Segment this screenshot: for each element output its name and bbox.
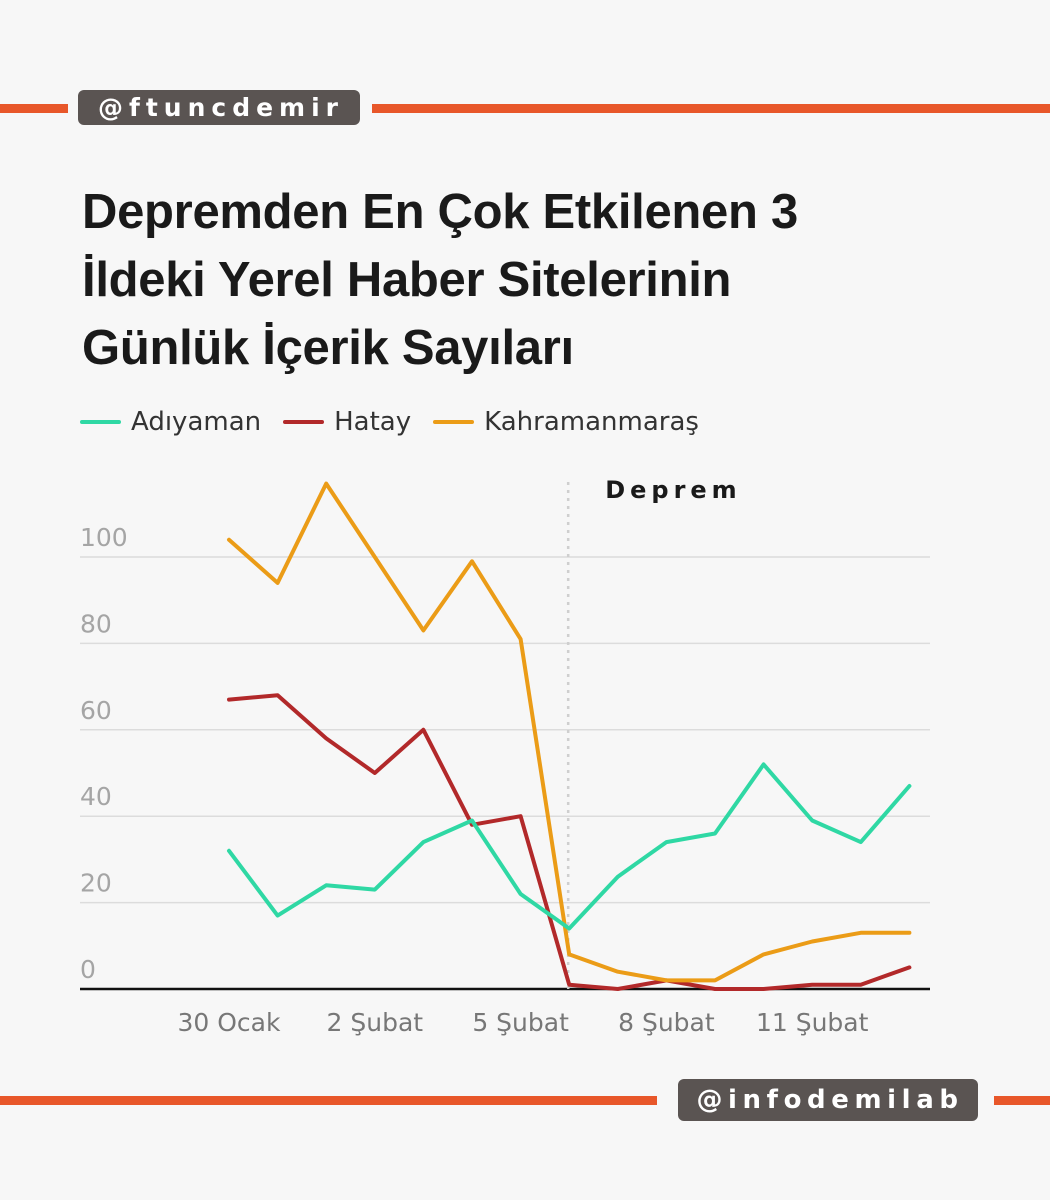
series-line-adiyaman <box>227 762 912 931</box>
legend-label-adiyaman: Adıyaman <box>131 407 262 437</box>
legend-item-hatay: Hatay <box>283 407 411 437</box>
x-tick-label-0: 30 Ocak <box>178 1008 282 1037</box>
deprem-annotation-label: Deprem <box>605 476 742 504</box>
chart-legend: Adıyaman Hatay Kahramanmaraş <box>80 407 721 437</box>
x-tick-label-1: 2 Şubat <box>327 1008 424 1037</box>
y-tick-label-20: 20 <box>80 869 112 898</box>
y-tick-label-40: 40 <box>80 782 112 811</box>
legend-swatch-hatay <box>283 420 325 424</box>
legend-item-adiyaman: Adıyaman <box>80 407 261 437</box>
series-line-kahramanmaras <box>227 481 912 983</box>
author-handle-badge: @ftuncdemir <box>78 90 360 125</box>
legend-label-kahramanmaras: Kahramanmaraş <box>484 407 699 437</box>
legend-item-kahramanmaras: Kahramanmaraş <box>433 407 699 437</box>
lab-handle-badge: @infodemilab <box>678 1079 978 1121</box>
top-accent-line-right <box>372 104 1050 113</box>
page-title: Depremden En Çok Etkilenen 3 İldeki Yere… <box>82 178 982 382</box>
legend-label-hatay: Hatay <box>334 407 412 437</box>
title-line-1: Depremden En Çok Etkilenen 3 <box>82 185 798 239</box>
bottom-accent-line-left <box>0 1096 657 1105</box>
x-tick-label-3: 8 Şubat <box>618 1008 715 1037</box>
y-tick-label-80: 80 <box>80 609 112 638</box>
y-tick-label-0: 0 <box>80 955 96 984</box>
y-tick-label-100: 100 <box>80 523 128 552</box>
series-line-hatay <box>227 693 912 991</box>
x-tick-label-4: 11 Şubat <box>756 1008 869 1037</box>
y-tick-label-60: 60 <box>80 696 112 725</box>
legend-swatch-adiyaman <box>80 420 121 424</box>
top-accent-line-left <box>0 104 68 113</box>
title-line-3: Günlük İçerik Sayıları <box>82 321 574 375</box>
title-line-2: İldeki Yerel Haber Sitelerinin <box>82 253 732 307</box>
x-tick-label-2: 5 Şubat <box>472 1008 569 1037</box>
bottom-accent-line-right <box>994 1096 1050 1105</box>
legend-swatch-kahramanmaras <box>433 420 475 424</box>
